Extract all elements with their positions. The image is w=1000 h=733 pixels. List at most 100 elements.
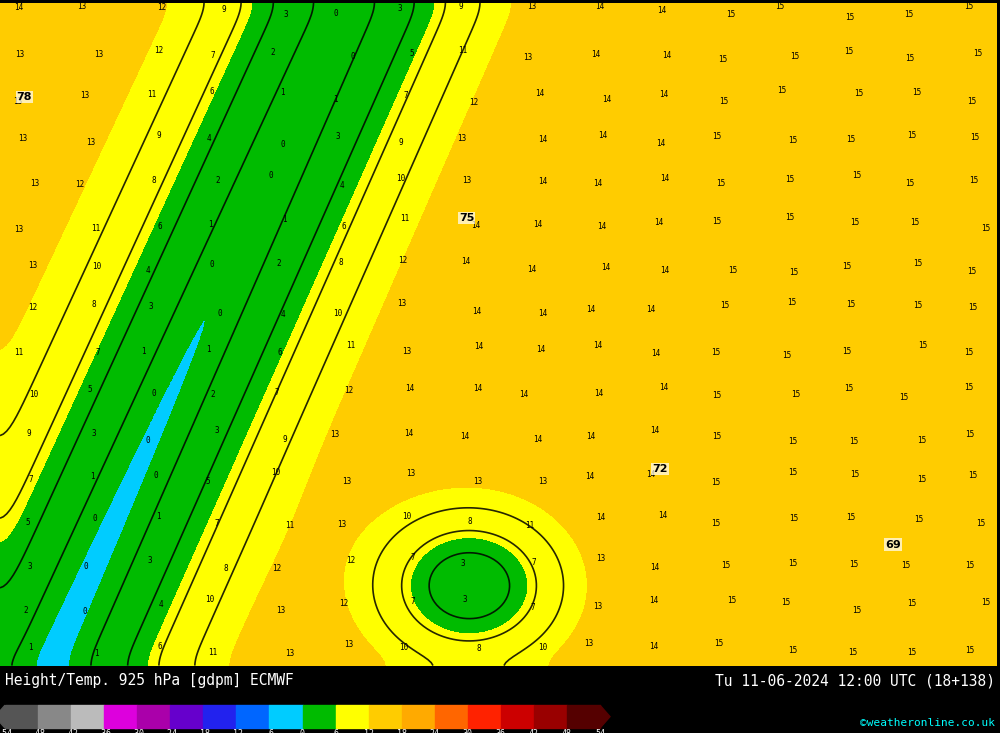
- Text: 15: 15: [849, 560, 858, 569]
- Text: 14: 14: [593, 180, 602, 188]
- Text: 54: 54: [595, 729, 605, 733]
- Text: 15: 15: [914, 515, 923, 524]
- Text: 14: 14: [656, 139, 665, 148]
- Text: 15: 15: [712, 132, 721, 141]
- Text: 9: 9: [157, 131, 161, 141]
- Text: 15: 15: [789, 514, 798, 523]
- Text: 14: 14: [601, 263, 610, 272]
- Text: 1: 1: [28, 643, 32, 652]
- Text: 14: 14: [406, 383, 415, 393]
- Text: 15: 15: [846, 135, 855, 144]
- Text: -36: -36: [97, 729, 112, 733]
- Text: 15: 15: [712, 391, 721, 399]
- Text: 15: 15: [777, 86, 786, 95]
- Text: 13: 13: [457, 134, 467, 144]
- Text: 15: 15: [968, 267, 977, 276]
- Text: 13: 13: [330, 430, 339, 439]
- Text: 13: 13: [18, 133, 27, 142]
- Text: 10: 10: [400, 643, 409, 652]
- Text: 14: 14: [646, 305, 656, 314]
- Text: 12: 12: [339, 599, 348, 608]
- Text: 15: 15: [967, 97, 977, 106]
- Text: 15: 15: [965, 647, 974, 655]
- Text: 10: 10: [271, 468, 281, 477]
- Text: 15: 15: [969, 176, 979, 185]
- Text: 15: 15: [785, 213, 795, 223]
- Text: 3: 3: [92, 429, 97, 438]
- Text: 15: 15: [852, 172, 862, 180]
- Text: Tu 11-06-2024 12:00 UTC (18+138): Tu 11-06-2024 12:00 UTC (18+138): [715, 674, 995, 688]
- Text: 14: 14: [538, 177, 547, 186]
- Text: 15: 15: [905, 54, 914, 62]
- Text: 12: 12: [272, 564, 281, 572]
- Text: 5: 5: [206, 477, 211, 486]
- Text: 15: 15: [715, 639, 724, 648]
- Text: 15: 15: [852, 605, 862, 615]
- Text: 6: 6: [209, 86, 214, 95]
- Text: 4: 4: [281, 309, 286, 319]
- Text: 13: 13: [462, 176, 471, 185]
- Text: 15: 15: [981, 224, 990, 233]
- Text: 13: 13: [344, 640, 353, 649]
- Text: 15: 15: [787, 298, 797, 307]
- Text: 7: 7: [532, 558, 537, 567]
- Text: 15: 15: [775, 2, 785, 12]
- Text: 13: 13: [406, 469, 415, 479]
- Text: 14: 14: [404, 429, 413, 438]
- Text: 13: 13: [276, 606, 285, 615]
- Text: 11: 11: [401, 214, 410, 223]
- Text: 15: 15: [904, 10, 914, 19]
- Text: 15: 15: [842, 347, 851, 356]
- Text: 15: 15: [913, 259, 922, 268]
- Text: 1: 1: [334, 95, 338, 104]
- Text: 12: 12: [364, 729, 374, 733]
- Bar: [104, 705, 137, 728]
- Text: 3: 3: [461, 559, 465, 567]
- Text: 14: 14: [527, 265, 537, 274]
- Text: 8: 8: [467, 517, 472, 526]
- Text: 7: 7: [404, 92, 409, 100]
- Bar: [137, 705, 170, 728]
- Text: 4: 4: [206, 133, 211, 143]
- Text: 0: 0: [333, 9, 338, 18]
- Text: 15: 15: [786, 175, 795, 184]
- Text: 5: 5: [25, 517, 30, 526]
- Text: 14: 14: [602, 95, 611, 104]
- Text: 15: 15: [912, 87, 922, 97]
- Text: 13: 13: [523, 53, 532, 62]
- Text: 72: 72: [652, 464, 668, 474]
- Text: 15: 15: [913, 301, 922, 310]
- Text: -24: -24: [163, 729, 178, 733]
- Polygon shape: [600, 705, 610, 728]
- Text: 14: 14: [651, 349, 660, 358]
- Text: 1: 1: [282, 216, 287, 224]
- Text: 3: 3: [147, 556, 152, 564]
- Text: 15: 15: [965, 2, 974, 11]
- Text: 15: 15: [789, 559, 798, 567]
- Text: 14: 14: [657, 6, 666, 15]
- Text: 7: 7: [411, 553, 416, 562]
- Text: 15: 15: [720, 301, 729, 310]
- Text: 7: 7: [96, 348, 100, 357]
- Text: 13: 13: [285, 649, 294, 658]
- Text: ©weatheronline.co.uk: ©weatheronline.co.uk: [860, 718, 995, 728]
- Text: 14: 14: [659, 90, 668, 99]
- Text: 14: 14: [649, 595, 659, 605]
- Text: 14: 14: [14, 3, 23, 12]
- Text: 3: 3: [284, 10, 288, 19]
- Text: 13: 13: [30, 179, 39, 188]
- Text: -42: -42: [64, 729, 79, 733]
- Text: 69: 69: [885, 539, 901, 550]
- Text: 6: 6: [157, 642, 162, 651]
- Text: 7: 7: [211, 51, 215, 60]
- Text: -18: -18: [196, 729, 211, 733]
- Text: 7: 7: [28, 475, 33, 484]
- Text: 15: 15: [844, 47, 853, 56]
- Text: 15: 15: [726, 10, 736, 20]
- Text: 15: 15: [918, 341, 928, 350]
- Text: 15: 15: [789, 647, 798, 655]
- Text: -12: -12: [229, 729, 244, 733]
- Text: 13: 13: [13, 97, 22, 106]
- Text: 15: 15: [728, 266, 737, 275]
- Bar: [71, 705, 104, 728]
